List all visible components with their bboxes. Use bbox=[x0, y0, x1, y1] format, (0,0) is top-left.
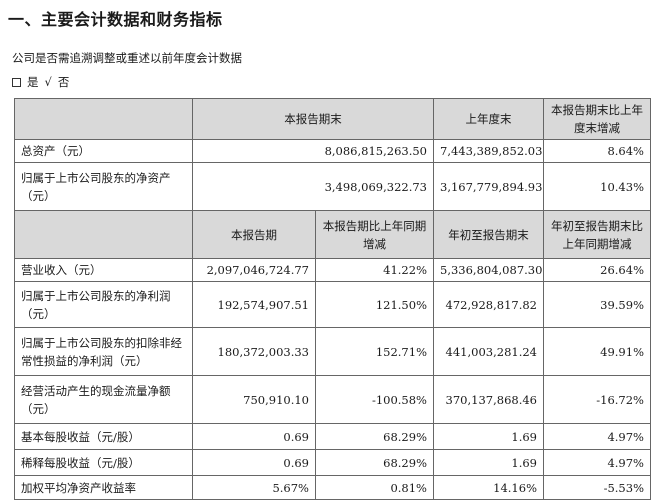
restatement-question: 公司是否需追溯调整或重述以前年度会计数据 bbox=[12, 51, 242, 65]
cell-value: 0.81% bbox=[315, 475, 434, 500]
section-heading: 一、主要会计数据和财务指标 bbox=[8, 10, 223, 29]
cell-value: 180,372,003.33 bbox=[192, 327, 316, 376]
cell-value: 1.69 bbox=[433, 423, 544, 450]
cell-value: 3,167,779,894.93 bbox=[433, 162, 544, 211]
table-row: 营业收入（元） 2,097,046,724.77 41.22% 5,336,80… bbox=[14, 258, 651, 282]
table-row: 归属于上市公司股东的扣除非经常性损益的净利润（元） 180,372,003.33… bbox=[14, 327, 651, 376]
cell-value: 49.91% bbox=[543, 327, 651, 376]
cell-value: 750,910.10 bbox=[192, 375, 316, 424]
cell-value: 0.69 bbox=[192, 423, 316, 450]
cell-value: 10.43% bbox=[543, 162, 651, 211]
cell-value: 8,086,815,263.50 bbox=[192, 139, 434, 163]
header-ytd-change: 年初至报告期末比上年同期增减 bbox=[543, 210, 651, 259]
cell-value: -16.72% bbox=[543, 375, 651, 424]
cell-value: 370,137,868.46 bbox=[433, 375, 544, 424]
row-label: 基本每股收益（元/股） bbox=[14, 423, 193, 450]
cell-value: 14.16% bbox=[433, 475, 544, 500]
header-ytd: 年初至报告期末 bbox=[433, 210, 544, 259]
table-row: 归属于上市公司股东的净资产（元） 3,498,069,322.73 3,167,… bbox=[14, 162, 651, 211]
restatement-answer: 是 √ 否 bbox=[12, 74, 75, 90]
table-row: 总资产（元） 8,086,815,263.50 7,443,389,852.03… bbox=[14, 139, 651, 163]
cell-value: 68.29% bbox=[315, 423, 434, 450]
cell-value: 4.97% bbox=[543, 423, 651, 450]
table-row: 稀释每股收益（元/股） 0.69 68.29% 1.69 4.97% bbox=[14, 449, 651, 476]
header-current-period: 本报告期 bbox=[192, 210, 316, 259]
table-header-row: 本报告期末 上年度末 本报告期末比上年度末增减 bbox=[14, 98, 651, 140]
row-label: 营业收入（元） bbox=[14, 258, 193, 282]
cell-value: 7,443,389,852.03 bbox=[433, 139, 544, 163]
cell-value: 192,574,907.51 bbox=[192, 281, 316, 328]
check-mark-icon: √ bbox=[44, 75, 52, 89]
yes-label: 是 bbox=[27, 75, 39, 89]
table-row: 经营活动产生的现金流量净额（元） 750,910.10 -100.58% 370… bbox=[14, 375, 651, 424]
cell-value: 1.69 bbox=[433, 449, 544, 476]
checkbox-icon bbox=[12, 77, 21, 87]
row-label: 归属于上市公司股东的净资产（元） bbox=[14, 162, 193, 211]
cell-value: 121.50% bbox=[315, 281, 434, 328]
cell-value: 41.22% bbox=[315, 258, 434, 282]
cell-value: 3,498,069,322.73 bbox=[192, 162, 434, 211]
financial-data-table: 本报告期末 上年度末 本报告期末比上年度末增减 总资产（元） 8,086,815… bbox=[14, 98, 651, 500]
table-row: 基本每股收益（元/股） 0.69 68.29% 1.69 4.97% bbox=[14, 423, 651, 450]
cell-value: 68.29% bbox=[315, 449, 434, 476]
table-row: 加权平均净资产收益率 5.67% 0.81% 14.16% -5.53% bbox=[14, 475, 651, 500]
cell-value: -100.58% bbox=[315, 375, 434, 424]
cell-value: 152.71% bbox=[315, 327, 434, 376]
cell-value: 5,336,804,087.30 bbox=[433, 258, 544, 282]
row-label: 加权平均净资产收益率 bbox=[14, 475, 193, 500]
row-label: 总资产（元） bbox=[14, 139, 193, 163]
table-row: 归属于上市公司股东的净利润（元） 192,574,907.51 121.50% … bbox=[14, 281, 651, 328]
header-period-change: 本报告期比上年同期增减 bbox=[315, 210, 434, 259]
row-label: 经营活动产生的现金流量净额（元） bbox=[14, 375, 193, 424]
cell-value: 0.69 bbox=[192, 449, 316, 476]
table-header-row: 本报告期 本报告期比上年同期增减 年初至报告期末 年初至报告期末比上年同期增减 bbox=[14, 210, 651, 259]
cell-value: 472,928,817.82 bbox=[433, 281, 544, 328]
row-label: 归属于上市公司股东的净利润（元） bbox=[14, 281, 193, 328]
row-label: 归属于上市公司股东的扣除非经常性损益的净利润（元） bbox=[14, 327, 193, 376]
no-label: 否 bbox=[57, 75, 70, 89]
row-label: 稀释每股收益（元/股） bbox=[14, 449, 193, 476]
header-last-year-end: 上年度末 bbox=[433, 98, 544, 140]
header-period-end: 本报告期末 bbox=[192, 98, 434, 140]
cell-value: 2,097,046,724.77 bbox=[192, 258, 316, 282]
header-blank bbox=[14, 98, 193, 140]
cell-value: -5.53% bbox=[543, 475, 651, 500]
header-change-vs-year-end: 本报告期末比上年度末增减 bbox=[543, 98, 651, 140]
cell-value: 4.97% bbox=[543, 449, 651, 476]
header-blank bbox=[14, 210, 193, 259]
cell-value: 5.67% bbox=[192, 475, 316, 500]
cell-value: 26.64% bbox=[543, 258, 651, 282]
cell-value: 39.59% bbox=[543, 281, 651, 328]
cell-value: 8.64% bbox=[543, 139, 651, 163]
cell-value: 441,003,281.24 bbox=[433, 327, 544, 376]
